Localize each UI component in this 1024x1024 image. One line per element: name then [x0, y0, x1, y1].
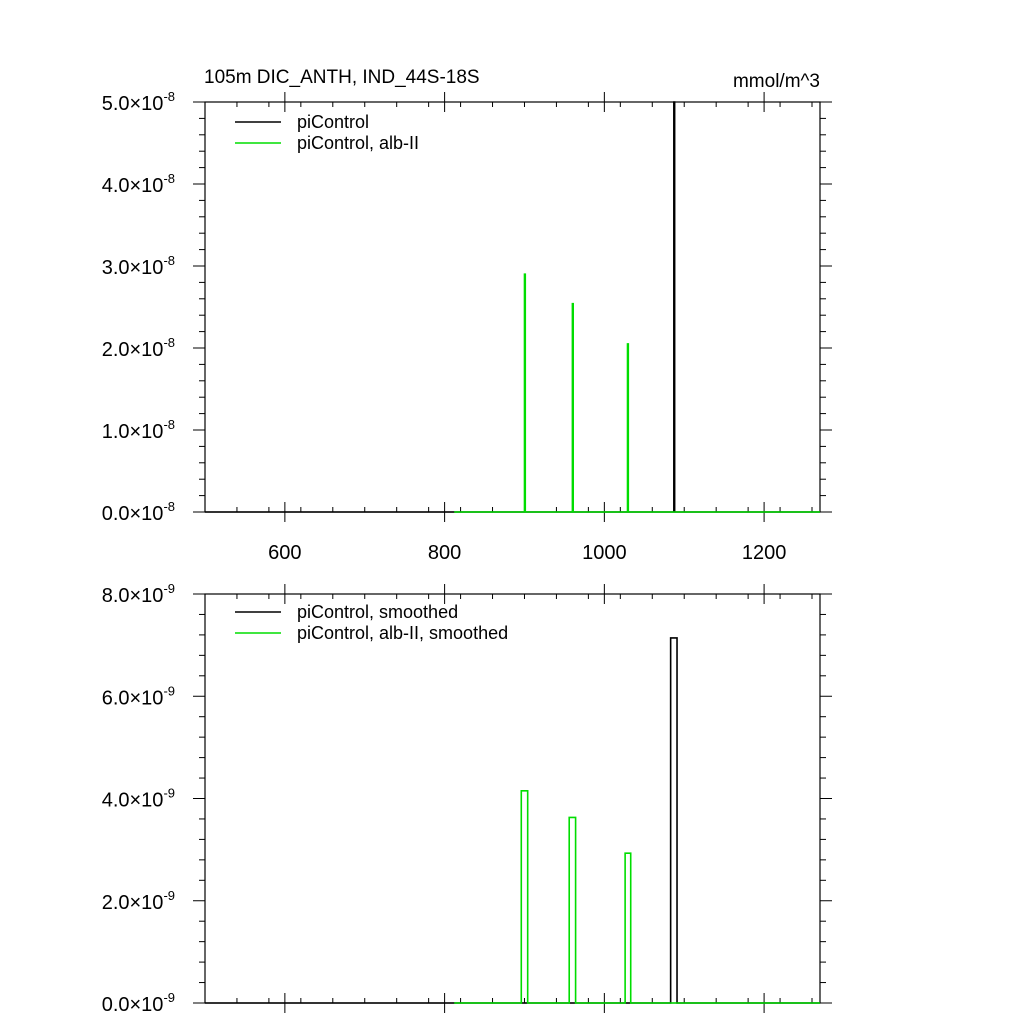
y-tick-label: 0.0×10-9	[102, 990, 175, 1016]
y-tick-label: 4.0×10-9	[102, 786, 175, 812]
legend-label: piControl, smoothed	[297, 602, 458, 622]
series-line-picontrol	[205, 637, 820, 1004]
y-tick-label: 8.0×10-9	[102, 581, 175, 607]
plot-frame	[204, 101, 821, 513]
series-line-picontrol	[205, 101, 820, 513]
series-line-alb-ii	[454, 273, 820, 513]
y-tick-label: 5.0×10-8	[102, 89, 175, 115]
top-panel: 105m DIC_ANTH, IND_44S-18S mmol/m^3 600 8…	[102, 67, 832, 564]
y-tick-label: 3.0×10-8	[102, 253, 175, 279]
bottom-panel: 0.0×10-9 2.0×10-9 4.0×10-9 6.0×10-9 8.0×10-9…	[102, 581, 832, 1016]
x-tick-label: 1200	[742, 542, 787, 564]
y-tick-label: 1.0×10-8	[102, 417, 175, 443]
plot-frame	[204, 593, 821, 1004]
y-tick-label: 4.0×10-8	[102, 171, 175, 197]
chart-title: 105m DIC_ANTH, IND_44S-18S	[204, 67, 480, 88]
legend-label: piControl	[297, 112, 369, 132]
units-label: mmol/m^3	[733, 71, 820, 92]
y-tick-label: 6.0×10-9	[102, 683, 175, 709]
legend-label: piControl, alb-II	[297, 133, 419, 153]
legend-label: piControl, alb-II, smoothed	[297, 623, 508, 643]
x-tick-label: 800	[428, 542, 461, 564]
y-tick-label: 2.0×10-9	[102, 888, 175, 914]
top-plot-area: 600 800 1000 1200 0.0×10-8 1.0×10-8 2.0×10-8 3.…	[102, 89, 832, 564]
y-tick-label: 2.0×10-8	[102, 335, 175, 361]
x-tick-label: 1000	[582, 542, 627, 564]
bottom-plot-area: 0.0×10-9 2.0×10-9 4.0×10-9 6.0×10-9 8.0×10-9…	[102, 581, 832, 1016]
series-line-alb-ii	[454, 790, 820, 1004]
x-tick-label: 600	[268, 542, 301, 564]
y-tick-label: 0.0×10-8	[102, 499, 175, 525]
